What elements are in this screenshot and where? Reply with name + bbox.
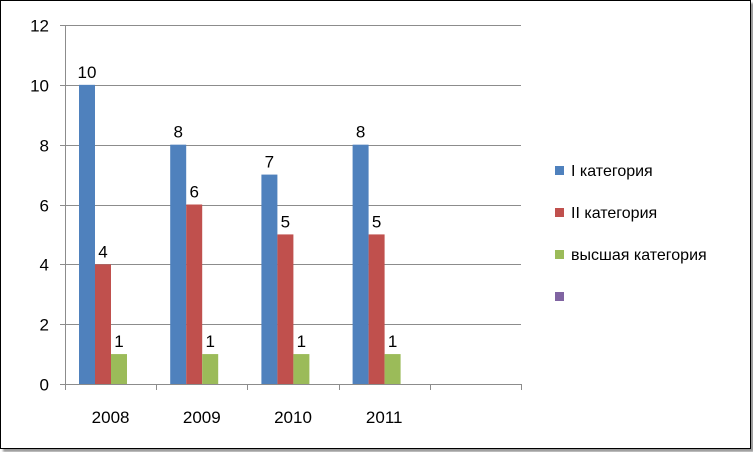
- legend: I категория II категория высшая категория: [555, 163, 707, 301]
- data-label: 7: [265, 153, 274, 172]
- axes: 0 2 4 6 8 10 12 2008 2009 2010 2011: [30, 17, 522, 427]
- data-labels: 10 8 7 8 4 6 5 5 1 1 1 1: [78, 63, 398, 351]
- legend-label: I категория: [571, 163, 653, 180]
- data-label: 8: [173, 123, 182, 142]
- y-tick-label: 6: [40, 197, 49, 216]
- y-tick-label: 4: [40, 256, 49, 275]
- data-label: 5: [372, 212, 381, 231]
- bar: [186, 204, 203, 384]
- x-tick-label: 2009: [183, 408, 221, 427]
- x-tick-label: 2010: [274, 408, 312, 427]
- bars: [79, 84, 401, 384]
- bar: [111, 354, 127, 384]
- bar: [170, 144, 187, 384]
- gridlines: [65, 25, 521, 325]
- data-label: 8: [356, 123, 365, 142]
- data-label: 4: [98, 242, 107, 261]
- bar: [352, 144, 369, 384]
- y-tick-label: 12: [30, 17, 49, 36]
- bar: [384, 354, 401, 384]
- data-label: 1: [205, 332, 214, 351]
- bar: [277, 234, 294, 384]
- legend-swatch: [555, 208, 564, 217]
- bar: [79, 84, 95, 384]
- y-tick-label: 8: [40, 137, 49, 156]
- y-tick-label: 0: [40, 376, 49, 395]
- y-tick-label: 2: [40, 316, 49, 335]
- data-label: 6: [189, 183, 198, 202]
- x-tick-label: 2011: [366, 408, 403, 427]
- data-label: 5: [281, 212, 290, 231]
- bar: [368, 234, 385, 384]
- bar: [95, 264, 111, 384]
- legend-swatch: [555, 250, 564, 259]
- legend-label: II категория: [571, 205, 657, 222]
- x-tick-label: 2008: [92, 408, 130, 427]
- bar: [293, 354, 310, 384]
- legend-label: высшая категория: [571, 247, 707, 264]
- data-label: 10: [78, 63, 97, 82]
- data-label: 1: [297, 332, 306, 351]
- y-tick-label: 10: [30, 77, 49, 96]
- data-label: 1: [114, 332, 123, 351]
- bar: [261, 174, 278, 384]
- legend-swatch: [555, 166, 564, 175]
- bar: [202, 354, 219, 384]
- data-label: 1: [388, 332, 397, 351]
- legend-swatch: [555, 292, 564, 301]
